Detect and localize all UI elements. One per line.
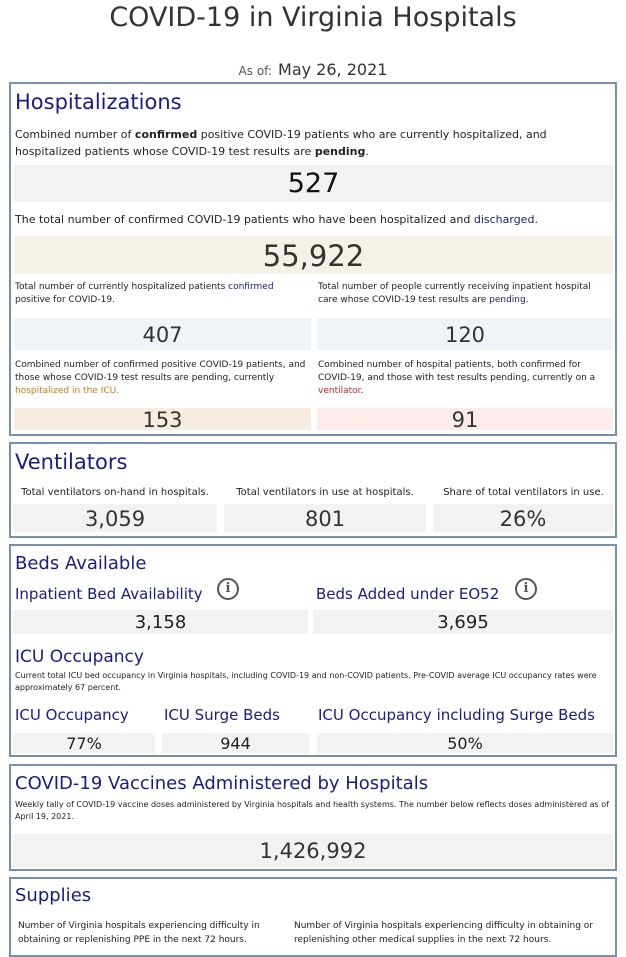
pending-value: 120 [317, 318, 613, 350]
inpatient-info-icon[interactable]: i [217, 578, 239, 600]
page-title: COVID-19 in Virginia Hospitals [109, 2, 517, 33]
current-hospitalized-value: 527 [14, 165, 613, 202]
vaccines-panel: COVID-19 Vaccines Administered by Hospit… [9, 764, 617, 871]
icu-description: Combined number of confirmed positive CO… [15, 360, 306, 396]
in-use-value: 801 [224, 504, 426, 532]
icu-value: 153 [14, 408, 311, 430]
on-hand-label: Total ventilators on-hand in hospitals. [21, 487, 209, 498]
icu-occupancy-label: ICU Occupancy [15, 706, 129, 724]
icu-surge-value: 944 [162, 733, 309, 753]
eo52-label: Beds Added under EO52 [316, 585, 500, 603]
inpatient-bed-label: Inpatient Bed Availability [15, 585, 203, 603]
ventilator-value: 91 [317, 408, 613, 430]
share-label: Share of total ventilators in use. [443, 487, 604, 498]
beds-panel: Beds Available Inpatient Bed Availabilit… [9, 544, 617, 757]
eo52-value: 3,695 [313, 610, 613, 634]
vaccines-value: 1,426,992 [13, 834, 613, 867]
other-supplies-label: Number of Virginia hospitals experiencin… [294, 921, 593, 945]
inpatient-bed-value: 3,158 [13, 610, 308, 634]
discharged-description: The total number of confirmed COVID-19 p… [15, 213, 538, 226]
current-hospitalized-description: Combined number of confirmed positive CO… [15, 128, 547, 158]
icu-occupancy-surge-label: ICU Occupancy including Surge Beds [318, 706, 595, 724]
on-hand-value: 3,059 [13, 504, 217, 532]
as-of-date: May 26, 2021 [278, 60, 388, 79]
beds-title: Beds Available [15, 553, 147, 574]
supplies-panel: Supplies Number of Virginia hospitals ex… [9, 877, 617, 957]
ventilators-title: Ventilators [15, 450, 128, 474]
vaccines-description: Weekly tally of COVID-19 vaccine doses a… [15, 800, 609, 821]
eo52-info-icon[interactable]: i [515, 578, 537, 600]
icu-occupancy-surge-value: 50% [317, 733, 613, 753]
supplies-title: Supplies [15, 885, 92, 906]
confirmed-description: Total number of currently hospitalized p… [15, 282, 274, 305]
ppe-label: Number of Virginia hospitals experiencin… [18, 921, 260, 945]
icu-occupancy-description: Current total ICU bed occupancy in Virgi… [15, 671, 597, 692]
ventilators-panel: Ventilators Total ventilators on-hand in… [9, 442, 617, 538]
icu-occupancy-title: ICU Occupancy [15, 647, 144, 667]
ventilator-description: Combined number of hospital patients, bo… [318, 360, 596, 396]
hospitalizations-panel: Hospitalizations Combined number of conf… [9, 82, 617, 436]
icu-occupancy-value: 77% [13, 733, 155, 753]
in-use-label: Total ventilators in use at hospitals. [236, 487, 414, 498]
as-of-label: As of: [238, 64, 273, 78]
confirmed-value: 407 [14, 318, 311, 350]
hospitalizations-title: Hospitalizations [15, 90, 182, 114]
discharged-value: 55,922 [14, 236, 613, 274]
vaccines-title: COVID-19 Vaccines Administered by Hospit… [15, 773, 429, 794]
pending-description: Total number of people currently receivi… [318, 282, 591, 305]
icu-surge-label: ICU Surge Beds [164, 706, 280, 724]
as-of-row: As of: May 26, 2021 [0, 60, 626, 79]
share-value: 26% [433, 504, 613, 532]
